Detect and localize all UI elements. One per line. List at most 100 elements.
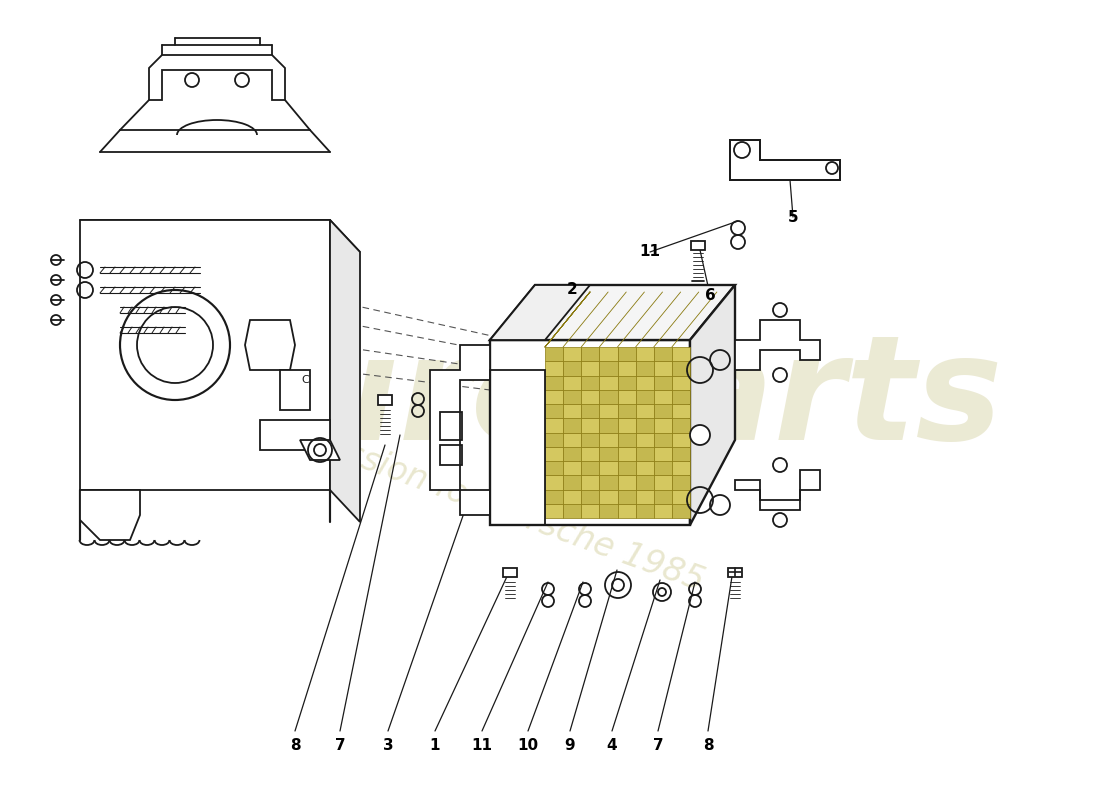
Bar — [636, 490, 653, 504]
Polygon shape — [260, 420, 330, 450]
Bar — [636, 362, 653, 375]
Bar — [653, 433, 672, 446]
Bar — [563, 375, 581, 390]
Bar — [600, 461, 617, 475]
Bar — [672, 362, 690, 375]
Polygon shape — [300, 440, 340, 460]
Bar — [581, 433, 600, 446]
Polygon shape — [280, 370, 310, 410]
Bar — [563, 504, 581, 518]
Bar — [581, 362, 600, 375]
Bar — [617, 375, 636, 390]
Bar — [544, 433, 563, 446]
Bar — [544, 475, 563, 490]
Bar — [617, 446, 636, 461]
Bar — [672, 404, 690, 418]
Bar — [563, 347, 581, 362]
Polygon shape — [690, 285, 735, 525]
Polygon shape — [735, 470, 820, 510]
Bar — [600, 475, 617, 490]
Bar — [672, 446, 690, 461]
Polygon shape — [80, 220, 330, 490]
Bar — [544, 362, 563, 375]
Bar — [617, 433, 636, 446]
Bar — [563, 390, 581, 404]
Bar — [503, 568, 517, 577]
Bar — [544, 461, 563, 475]
Bar — [617, 418, 636, 433]
Text: 2: 2 — [566, 282, 578, 298]
Bar — [600, 446, 617, 461]
Bar — [653, 362, 672, 375]
Bar — [617, 347, 636, 362]
Bar — [636, 504, 653, 518]
Bar — [636, 475, 653, 490]
Bar — [544, 504, 563, 518]
Bar — [378, 395, 392, 405]
Bar — [490, 370, 544, 525]
Bar — [563, 446, 581, 461]
Bar — [581, 490, 600, 504]
Bar — [617, 404, 636, 418]
Bar — [653, 504, 672, 518]
Circle shape — [690, 425, 710, 445]
Bar — [563, 362, 581, 375]
Bar — [544, 404, 563, 418]
Bar — [600, 490, 617, 504]
Bar — [636, 433, 653, 446]
Bar — [672, 461, 690, 475]
Text: 4: 4 — [607, 738, 617, 753]
Bar — [563, 433, 581, 446]
Text: 7: 7 — [334, 738, 345, 753]
Bar — [563, 418, 581, 433]
Polygon shape — [80, 490, 140, 540]
Bar — [544, 418, 563, 433]
Text: 9: 9 — [564, 738, 575, 753]
Bar — [672, 375, 690, 390]
Bar — [636, 418, 653, 433]
Bar — [653, 347, 672, 362]
Bar — [617, 475, 636, 490]
Bar — [544, 347, 563, 362]
Text: 1: 1 — [430, 738, 440, 753]
Bar — [672, 475, 690, 490]
Bar — [653, 446, 672, 461]
Bar — [617, 461, 636, 475]
Bar — [617, 504, 636, 518]
Bar — [636, 404, 653, 418]
Polygon shape — [730, 140, 840, 180]
Bar — [581, 390, 600, 404]
Bar — [581, 461, 600, 475]
Bar — [600, 418, 617, 433]
Bar — [636, 347, 653, 362]
Bar — [691, 241, 705, 250]
Bar — [653, 461, 672, 475]
Bar — [672, 418, 690, 433]
Bar — [653, 404, 672, 418]
Bar — [653, 475, 672, 490]
Polygon shape — [490, 340, 690, 525]
Bar — [581, 418, 600, 433]
Bar — [600, 504, 617, 518]
Bar — [600, 347, 617, 362]
Bar — [563, 475, 581, 490]
Bar — [544, 490, 563, 504]
Bar — [653, 418, 672, 433]
Text: 8: 8 — [703, 738, 713, 753]
Bar — [581, 475, 600, 490]
Bar — [581, 504, 600, 518]
Bar — [440, 412, 462, 440]
Text: 6: 6 — [705, 287, 715, 302]
Bar — [672, 433, 690, 446]
Bar — [581, 375, 600, 390]
Bar — [653, 390, 672, 404]
Text: 7: 7 — [652, 738, 663, 753]
Text: 8: 8 — [289, 738, 300, 753]
Bar — [672, 390, 690, 404]
Bar — [617, 390, 636, 404]
Bar — [544, 390, 563, 404]
Bar — [636, 375, 653, 390]
Text: 11: 11 — [639, 245, 660, 259]
Circle shape — [560, 347, 576, 363]
Bar — [544, 375, 563, 390]
